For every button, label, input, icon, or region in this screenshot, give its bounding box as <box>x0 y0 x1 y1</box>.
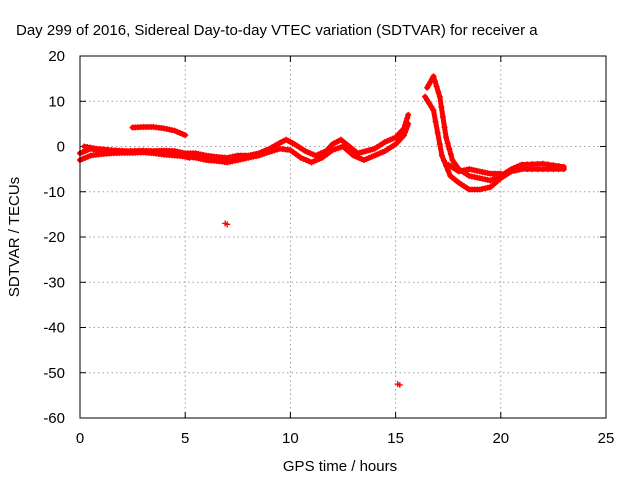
data-point <box>438 103 445 110</box>
data-point <box>550 166 557 173</box>
y-tick-label: -20 <box>43 229 65 246</box>
data-point <box>560 166 567 173</box>
y-tick-label: -40 <box>43 320 65 337</box>
data-point <box>405 120 412 127</box>
data-point <box>182 132 189 139</box>
data-point <box>518 166 525 173</box>
data-point <box>396 381 403 388</box>
x-tick-label: 20 <box>492 430 509 447</box>
data-point <box>436 93 443 100</box>
data-point <box>401 132 408 139</box>
data-point <box>430 107 437 114</box>
data-point <box>428 103 435 110</box>
data-point <box>534 160 541 167</box>
data-point <box>434 129 441 136</box>
data-point <box>433 83 440 90</box>
data-point <box>422 93 429 100</box>
data-point <box>524 166 531 173</box>
data-point <box>497 170 504 177</box>
data-point <box>443 134 450 141</box>
data-point <box>539 160 546 167</box>
x-tick-label: 5 <box>181 430 189 447</box>
y-tick-label: -30 <box>43 274 65 291</box>
data-point <box>445 167 452 174</box>
tick-labels: 0 5 10 15 20 25 -60 -50 -40 -30 -20 -10 0 10 20 <box>43 48 614 447</box>
x-tick-label: 25 <box>598 430 615 447</box>
data-point <box>186 154 193 161</box>
y-tick-label: 20 <box>48 48 65 65</box>
y-tick-label: 0 <box>57 139 65 156</box>
data-point <box>404 123 411 130</box>
data-point <box>432 78 439 85</box>
data-point <box>440 157 447 164</box>
plot-area <box>77 73 567 388</box>
data-point <box>529 166 536 173</box>
data-point <box>224 221 231 228</box>
data-point <box>426 100 433 107</box>
data-point <box>430 73 437 80</box>
x-tick-label: 0 <box>76 430 84 447</box>
data-point <box>438 152 445 159</box>
y-tick-label: -50 <box>43 365 65 382</box>
data-point <box>436 141 443 148</box>
y-axis-label: SDTVAR / TECUs <box>6 177 23 297</box>
y-tick-label: -60 <box>43 410 65 427</box>
x-axis-label: GPS time / hours <box>283 458 397 475</box>
data-point <box>447 151 454 158</box>
data-point <box>446 145 453 152</box>
data-point <box>545 166 552 173</box>
data-point <box>439 114 446 121</box>
y-tick-label: -10 <box>43 184 65 201</box>
data-point <box>405 111 412 118</box>
y-tick-label: 10 <box>48 93 65 110</box>
data-point <box>404 115 411 122</box>
x-tick-label: 10 <box>282 430 299 447</box>
data-point <box>444 140 451 147</box>
chart-title: Day 299 of 2016, Sidereal Day-to-day VTE… <box>16 22 538 39</box>
data-point <box>435 88 442 95</box>
data-point <box>534 166 541 173</box>
data-point <box>403 126 410 133</box>
grid-lines <box>80 56 606 418</box>
axis-ticks <box>79 55 607 419</box>
data-point <box>539 166 546 173</box>
data-point <box>555 166 562 173</box>
data-point <box>402 129 409 136</box>
data-point <box>424 97 431 104</box>
data-point <box>441 124 448 131</box>
x-tick-label: 15 <box>387 430 404 447</box>
plot-frame <box>79 55 607 419</box>
data-point <box>432 118 439 125</box>
